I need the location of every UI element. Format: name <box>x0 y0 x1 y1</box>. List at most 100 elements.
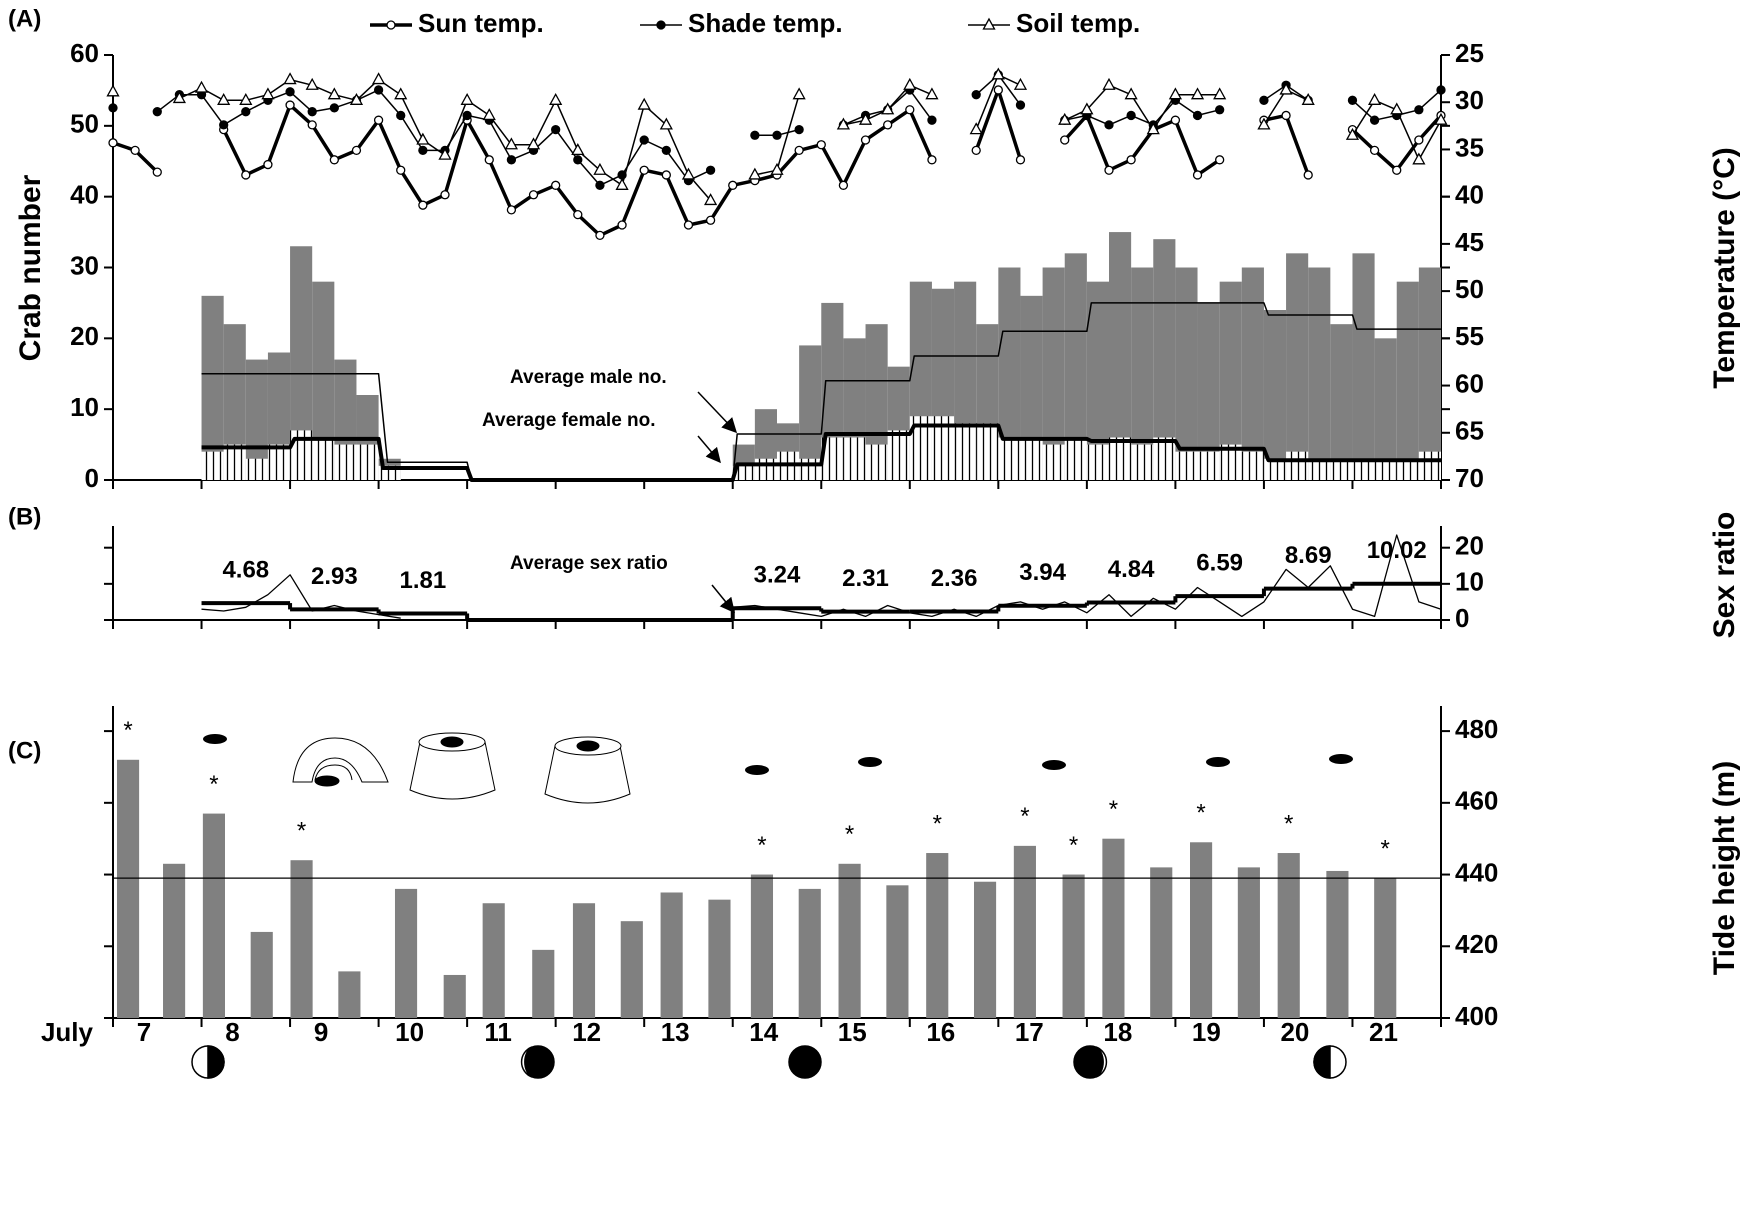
asterisk: * <box>123 717 132 744</box>
y-tick-label: 20 <box>70 321 99 351</box>
bar <box>926 853 949 1018</box>
marker <box>396 165 406 175</box>
bar <box>1308 267 1331 480</box>
marker <box>241 107 251 117</box>
bar <box>754 458 777 480</box>
data-label: 1.81 <box>400 567 447 594</box>
marker <box>1104 165 1114 175</box>
data-label: 4.84 <box>1108 556 1155 583</box>
marker <box>1279 82 1293 95</box>
y-axis-title: Sex ratio <box>1708 512 1741 639</box>
bar <box>1263 458 1287 480</box>
marker <box>1058 112 1072 125</box>
marker <box>794 145 804 156</box>
bar <box>931 416 955 480</box>
marker <box>283 72 297 85</box>
bar <box>334 444 357 480</box>
x-tick-label: 13 <box>661 1017 690 1047</box>
y2-tick-label: 35 <box>1455 132 1484 162</box>
bar <box>1263 310 1287 480</box>
bar <box>708 899 731 1018</box>
bar <box>1190 842 1213 1018</box>
x-tick-label: 9 <box>314 1017 328 1047</box>
panel-label: (B) <box>8 503 41 530</box>
marker <box>659 117 673 130</box>
marker <box>1368 92 1382 105</box>
marker <box>1168 87 1182 100</box>
bar <box>1197 302 1220 480</box>
asterisk: * <box>209 771 218 798</box>
bar <box>1042 444 1065 480</box>
bar <box>312 437 335 480</box>
marker <box>858 112 873 125</box>
marker <box>1104 120 1114 130</box>
bar <box>1374 458 1397 480</box>
marker <box>615 177 629 190</box>
annotation-arrow <box>697 435 721 464</box>
bar <box>116 759 140 1018</box>
marker <box>351 145 362 156</box>
marker <box>285 87 295 97</box>
bar <box>1086 444 1109 480</box>
marker <box>1192 170 1203 180</box>
line <box>201 423 1441 482</box>
marker <box>1146 122 1160 135</box>
marker <box>440 190 450 200</box>
bar <box>1064 253 1087 480</box>
marker <box>504 137 518 150</box>
marker <box>681 167 696 180</box>
x-tick-label: 20 <box>1280 1017 1309 1047</box>
marker <box>971 145 981 156</box>
x-tick-label: 14 <box>749 1017 778 1047</box>
marker <box>1345 127 1360 140</box>
marker <box>239 92 253 105</box>
marker <box>617 220 627 230</box>
bar <box>1131 267 1154 480</box>
x-tick-label: 18 <box>1103 1017 1132 1047</box>
marker <box>1301 92 1315 105</box>
bar <box>886 885 909 1018</box>
asterisk: * <box>1109 796 1118 823</box>
marker <box>106 84 120 97</box>
y-axis-title: Crab number <box>14 174 47 361</box>
bar <box>1109 437 1132 480</box>
marker <box>637 97 651 110</box>
line <box>201 302 1441 481</box>
marker <box>1126 155 1136 165</box>
annotation-arrow <box>697 391 738 434</box>
bar <box>338 971 361 1018</box>
marker <box>595 230 605 241</box>
bar <box>202 813 225 1018</box>
bar <box>245 458 268 480</box>
marker <box>772 130 782 140</box>
marker <box>1436 85 1446 95</box>
data-label: 6.59 <box>1196 550 1243 577</box>
bar <box>267 444 291 480</box>
bar <box>973 881 997 1018</box>
bar <box>356 444 379 480</box>
bar <box>572 903 596 1018</box>
bar <box>1241 451 1264 480</box>
data-label: 10.02 <box>1367 537 1427 564</box>
bar <box>976 423 999 480</box>
marker <box>528 190 539 200</box>
bar <box>1219 281 1242 480</box>
y-tick-label: 30 <box>70 250 99 280</box>
asterisk: * <box>933 810 942 837</box>
x-tick-label: 21 <box>1369 1017 1398 1047</box>
bar <box>1396 281 1419 480</box>
data-label: 2.93 <box>311 563 358 590</box>
marker <box>1257 117 1271 130</box>
bar <box>201 451 224 480</box>
marker <box>905 105 915 115</box>
marker <box>982 17 996 30</box>
y-tick-label: 60 <box>70 38 99 68</box>
marker <box>969 122 983 135</box>
marker <box>172 91 186 104</box>
bar <box>201 295 224 480</box>
bar <box>1374 338 1397 480</box>
marker <box>683 220 694 230</box>
x-tick-label: 10 <box>395 1017 424 1047</box>
marker <box>130 145 140 156</box>
marker <box>307 120 317 130</box>
